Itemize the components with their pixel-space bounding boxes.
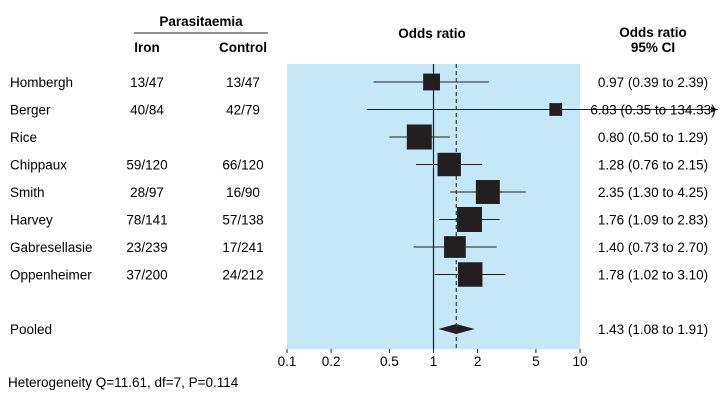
ci-text-harvey: 1.76 (1.09 to 2.83) [598,213,708,228]
control-count-gabresellasie: 17/241 [222,240,263,255]
ci-arrow-berger [711,106,718,113]
study-name-berger: Berger [10,103,51,118]
iron-count-harvey: 78/141 [126,213,167,228]
ci-text-gabresellasie: 1.40 (0.73 to 2.70) [598,240,708,255]
ci-text-rice: 0.80 (0.50 to 1.29) [598,130,708,145]
study-name-smith: Smith [10,185,45,200]
study-name-harvey: Harvey [10,213,53,228]
column-header-iron: Iron [134,40,160,55]
control-count-berger: 42/79 [226,103,260,118]
point-estimate-berger [549,103,563,116]
control-count-harvey: 57/138 [222,213,263,228]
study-name-oppenheimer: Oppenheimer [10,268,92,283]
control-count-chippaux: 66/120 [222,158,263,173]
pooled-label: Pooled [10,322,52,337]
control-count-oppenheimer: 24/212 [222,268,263,283]
iron-count-oppenheimer: 37/200 [126,268,167,283]
iron-count-smith: 28/97 [130,185,164,200]
ci-text-berger: 6.83 (0.35 to 134.33) [590,103,715,118]
column-header-control: Control [219,40,267,55]
study-name-gabresellasie: Gabresellasie [10,240,93,255]
point-estimate-oppenheimer [457,262,483,287]
study-name-chippaux: Chippaux [10,158,67,173]
plot-title: Odds ratio [398,26,466,41]
iron-count-berger: 40/84 [130,103,164,118]
x-tick-label-1: 0.2 [322,354,341,369]
pooled-ci-text: 1.43 (1.08 to 1.91) [598,322,708,337]
control-count-smith: 16/90 [226,185,260,200]
iron-count-chippaux: 59/120 [126,158,167,173]
x-tick-label-5: 5 [532,354,540,369]
point-estimate-rice [406,124,432,150]
iron-count-gabresellasie: 23/239 [126,240,167,255]
ci-header-line2: 95% CI [631,40,675,55]
ci-text-chippaux: 1.28 (0.76 to 2.15) [598,158,708,173]
x-tick-label-6: 10 [572,354,587,369]
ci-text-hombergh: 0.97 (0.39 to 2.39) [598,75,708,90]
point-estimate-harvey [456,207,482,232]
ci-text-oppenheimer: 1.78 (1.02 to 3.10) [598,268,708,283]
group-header-parasitaemia: Parasitaemia [159,14,243,29]
point-estimate-hombergh [423,73,440,91]
point-estimate-chippaux [437,152,461,177]
point-estimate-gabresellasie [444,236,466,258]
footnote-heterogeneity: Heterogeneity Q=11.61, df=7, P=0.114 [8,375,239,390]
control-count-hombergh: 13/47 [226,75,260,90]
study-name-hombergh: Hombergh [10,75,73,90]
point-estimate-smith [475,180,500,204]
ci-header-line1: Odds ratio [619,25,687,40]
x-tick-label-2: 0.5 [380,354,399,369]
pooled-diamond [438,324,475,334]
ci-text-smith: 2.35 (1.30 to 4.25) [598,185,708,200]
x-tick-label-3: 1 [430,354,438,369]
x-tick-label-0: 0.1 [278,354,297,369]
iron-count-hombergh: 13/47 [130,75,164,90]
study-name-rice: Rice [10,130,37,145]
x-tick-label-4: 2 [474,354,482,369]
